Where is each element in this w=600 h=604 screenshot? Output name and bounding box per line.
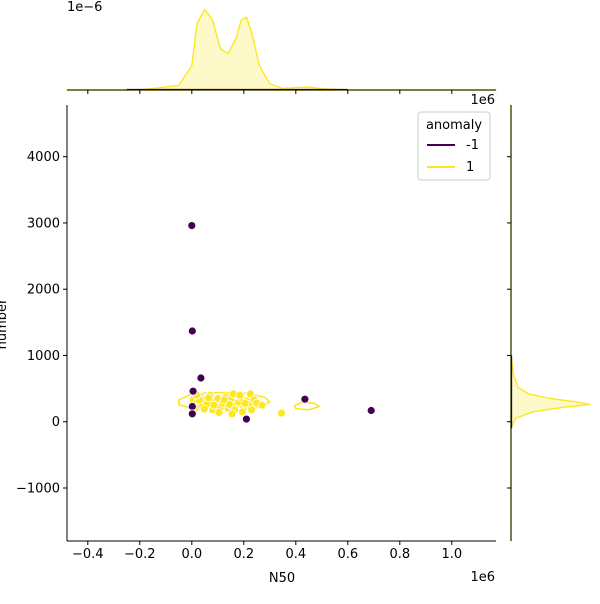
point-anomaly-neg1 — [187, 409, 197, 419]
scatter-points — [187, 221, 376, 424]
point-anomaly-1 — [240, 398, 250, 408]
legend: anomaly -1 1 — [417, 111, 491, 181]
y-tick-label: 2000 — [27, 283, 60, 298]
y-tick-label: 4000 — [27, 150, 60, 165]
y-axis-ticks: −1000 0 1000 2000 3000 4000 — [16, 150, 511, 496]
kde-contour — [293, 401, 322, 411]
legend-title: anomaly — [426, 118, 482, 133]
point-anomaly-1 — [214, 408, 224, 417]
y-axis-label: number — [0, 298, 10, 349]
x-tick-label: 0.6 — [337, 547, 358, 562]
point-anomaly-1 — [209, 400, 219, 410]
point-anomaly-neg1 — [187, 402, 197, 411]
point-anomaly-1 — [225, 400, 234, 409]
x-axis-ticks: −0.4 −0.2 0.0 0.2 0.4 0.6 0.8 1.0 — [72, 90, 462, 562]
x-tick-label: −0.4 — [72, 547, 104, 562]
x-axis-multiplier: 1e6 — [470, 570, 495, 585]
x-tick-label: 1.0 — [441, 547, 462, 562]
right-marginal-multiplier: 1e6 — [470, 93, 495, 108]
point-anomaly-1 — [277, 408, 286, 418]
x-tick-label: 0.8 — [389, 547, 410, 562]
main-axes — [66, 105, 496, 542]
point-anomaly-neg1 — [300, 394, 310, 404]
right-marginal-kde — [510, 104, 591, 542]
point-anomaly-neg1 — [241, 414, 251, 424]
right-kde-class-1 — [510, 104, 591, 542]
point-anomaly-neg1 — [196, 373, 206, 383]
x-tick-label: 0.4 — [285, 547, 306, 562]
point-anomaly-1 — [199, 404, 209, 414]
point-anomaly-1 — [204, 393, 214, 403]
point-anomaly-neg1 — [366, 406, 376, 415]
y-tick-label: −1000 — [16, 481, 60, 496]
legend-label-1: 1 — [466, 160, 474, 175]
y-tick-label: 0 — [52, 415, 60, 430]
top-marginal-multiplier: 1e−6 — [67, 0, 102, 15]
point-anomaly-neg1 — [187, 326, 197, 336]
legend-label-neg1: -1 — [466, 138, 479, 153]
x-tick-label: 0.0 — [181, 547, 202, 562]
top-kde-class-1 — [66, 8, 497, 91]
point-anomaly-1 — [235, 390, 245, 400]
y-tick-label: 3000 — [27, 216, 60, 231]
x-tick-label: −0.2 — [124, 547, 156, 562]
point-anomaly-1 — [257, 400, 267, 410]
point-anomaly-1 — [238, 407, 247, 417]
y-tick-label: 1000 — [27, 349, 60, 364]
x-axis-label: N50 — [269, 571, 295, 586]
point-anomaly-neg1 — [187, 221, 197, 231]
top-marginal-kde — [66, 8, 497, 91]
point-anomaly-1 — [227, 409, 237, 419]
point-anomaly-neg1 — [188, 386, 198, 396]
point-anomaly-1 — [247, 405, 257, 415]
x-tick-label: 0.2 — [233, 547, 254, 562]
